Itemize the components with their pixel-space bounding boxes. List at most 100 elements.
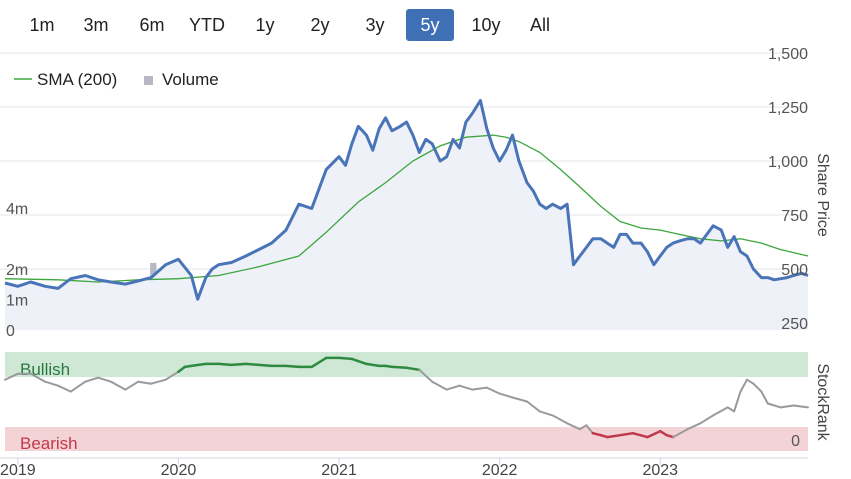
stockrank-segment: [591, 431, 603, 437]
bullish-label: Bullish: [20, 360, 70, 379]
range-button-1y[interactable]: 1y: [250, 9, 280, 41]
stockrank-segment: [471, 386, 488, 391]
range-button-10y[interactable]: 10y: [466, 9, 506, 41]
stockrank-segment: [526, 400, 541, 413]
x-tick-label: 2023: [642, 462, 678, 479]
range-button-3y[interactable]: 3y: [360, 9, 390, 41]
bearish-label: Bearish: [20, 434, 78, 453]
legend-volume-swatch: [144, 76, 153, 85]
price-y-axis: 1,500 1,250 1,000 750 500 250: [768, 46, 808, 333]
stockrank-segment: [699, 414, 715, 425]
stockrank-segment: [792, 404, 809, 409]
volume-tick-label: 4m: [6, 201, 28, 218]
x-tick-label: 2019: [0, 462, 36, 479]
price-tick-label: 500: [781, 262, 808, 279]
stockrank-segment: [726, 406, 736, 413]
price-line: [4, 99, 809, 301]
stockrank-segment: [779, 404, 795, 409]
stockrank-segment: [190, 362, 208, 368]
legend: SMA (200) Volume: [14, 70, 219, 89]
volume-tick-label: 2m: [6, 262, 28, 279]
stockrank-segment: [230, 362, 248, 367]
legend-sma-label[interactable]: SMA (200): [37, 70, 117, 89]
stockrank-segment: [69, 380, 87, 393]
stockrank-segment: [585, 424, 594, 435]
stockrank-segment: [672, 428, 689, 439]
stockrank-segment: [84, 376, 100, 383]
stockrank-segment: [752, 382, 763, 393]
price-area: [5, 100, 808, 330]
x-tick-label: 2021: [321, 462, 357, 479]
stockrank-segment: [551, 414, 569, 425]
volume-y-axis: 4m 2m 1m 0: [6, 201, 28, 340]
price-tick-label: 750: [781, 208, 808, 225]
range-button-1m[interactable]: 1m: [26, 9, 58, 41]
range-button-5y[interactable]: 5y: [406, 9, 454, 41]
price-tick-label: 1,250: [768, 100, 808, 117]
stockrank-segment: [44, 380, 59, 387]
stockrank-segment: [217, 362, 233, 367]
stockrank-segment: [445, 384, 461, 391]
range-button-3m[interactable]: 3m: [78, 9, 114, 41]
stockrank-segment: [4, 372, 19, 381]
stockrank-segment: [390, 365, 408, 370]
bearish-zone: [5, 427, 808, 451]
stockrank-segment: [284, 364, 301, 369]
stockrank-segment: [164, 370, 180, 381]
stockrank-segment: [310, 356, 328, 369]
range-button-6m[interactable]: 6m: [134, 9, 170, 41]
stockrank-segment: [712, 406, 729, 417]
price-axis-title: Share Price: [814, 153, 831, 237]
stockrank-segment: [150, 378, 167, 385]
price-tick-label: 1,000: [768, 154, 808, 171]
stockrank-segment: [739, 378, 748, 393]
stockrank-segment: [124, 380, 140, 391]
stockrank-zero-label: 0: [791, 433, 800, 450]
stockrank-segment: [418, 368, 434, 383]
stockrank-segment: [365, 362, 381, 368]
volume-tick-label: 1m: [6, 293, 28, 310]
stockrank-segment: [606, 433, 622, 439]
stockrank-segment: [646, 429, 662, 439]
range-button-2y[interactable]: 2y: [305, 9, 335, 41]
stockrank-segment: [665, 433, 675, 439]
range-selector: 1m 3m 6m YTD 1y 2y 3y 5y 10y All: [0, 7, 600, 43]
stockrank-segment: [244, 362, 260, 367]
price-tick-label: 1,500: [768, 46, 808, 63]
stockrank-segment: [485, 386, 501, 395]
range-button-all[interactable]: All: [524, 9, 556, 41]
stockrank-segment: [97, 376, 112, 383]
volume-tick-label: 0: [6, 323, 15, 340]
stockrank-segment: [686, 422, 702, 431]
stockrank-segment: [110, 380, 127, 391]
stockrank-segment: [538, 410, 554, 417]
stockrank-segment: [337, 356, 354, 361]
stockrank-segment: [766, 402, 782, 409]
stockrank-segment: [257, 363, 273, 368]
x-tick-label: 2022: [482, 462, 518, 479]
stockrank-segment: [431, 380, 448, 391]
stockrank-segment: [511, 396, 528, 403]
x-axis: 2019 2020 2021 2022 2023: [0, 458, 678, 479]
range-button-ytd[interactable]: YTD: [184, 9, 230, 41]
stockrank-segment: [733, 390, 742, 413]
x-tick-label: 2020: [161, 462, 197, 479]
legend-volume-label[interactable]: Volume: [162, 70, 219, 89]
stockrank-segment: [405, 366, 421, 372]
stockrank-line: [4, 356, 809, 439]
stockrank-segment: [350, 357, 368, 366]
stockrank-segment: [137, 380, 153, 385]
price-tick-label: 250: [781, 316, 808, 333]
stockrank-segment: [760, 390, 769, 405]
stockrank-segment: [498, 392, 514, 399]
stockrank-segment: [746, 378, 755, 385]
bullish-zone: [5, 352, 808, 377]
stockrank-segment: [29, 372, 47, 383]
stockrank-segment: [57, 384, 72, 393]
sma-200-line: [4, 134, 809, 283]
stockrank-segment: [177, 365, 187, 374]
stockrank-segment: [566, 422, 581, 431]
stockrank-segment: [458, 384, 474, 391]
stockrank-segment: [631, 431, 649, 439]
